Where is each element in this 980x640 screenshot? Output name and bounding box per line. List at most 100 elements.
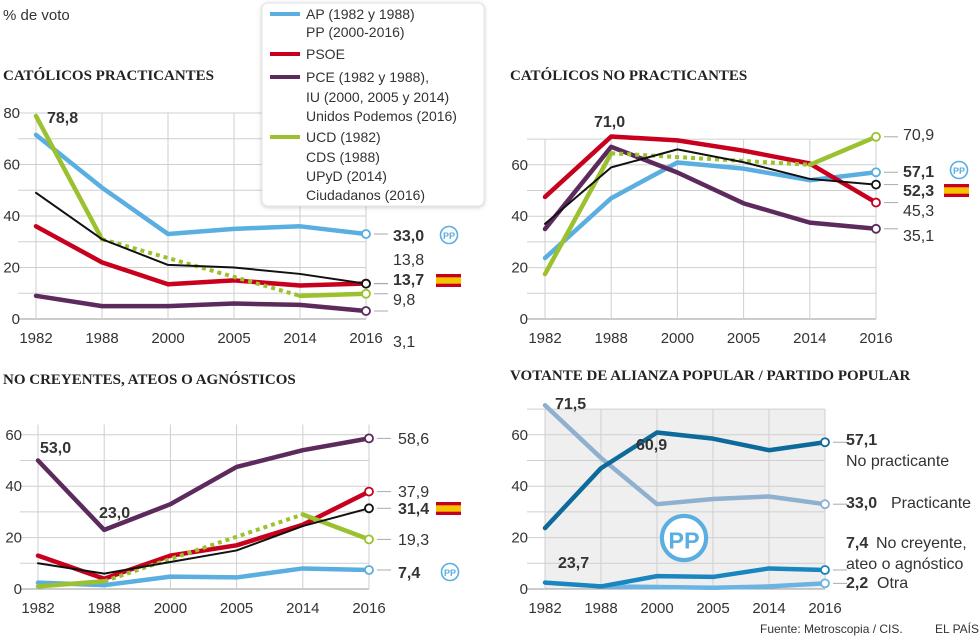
x-tick-label: 2005 bbox=[220, 600, 253, 617]
series-line bbox=[33, 132, 369, 237]
legend-label: UCD (1982) bbox=[306, 129, 381, 145]
legend-label: PCE (1982 y 1988), bbox=[306, 69, 429, 85]
x-tick-label: 2005 bbox=[696, 600, 729, 617]
chart-panel-1: 1982 1988 2000 2005 2014 2016 0 20 40 60 80 bbox=[3, 105, 388, 347]
data-point-marker bbox=[820, 578, 830, 589]
data-point-marker bbox=[364, 565, 374, 575]
x-tick-label: 2014 bbox=[793, 330, 826, 347]
pp-logo-text: PP bbox=[953, 166, 965, 176]
series-line bbox=[37, 507, 370, 575]
x-tick-label: 2000 bbox=[154, 600, 187, 617]
y-tick-label: 40 bbox=[3, 208, 20, 225]
series-line bbox=[33, 113, 105, 242]
data-point-marker bbox=[361, 306, 371, 316]
brand-logo: EL PAÍS bbox=[935, 621, 979, 636]
unit-label: % de voto bbox=[3, 7, 70, 24]
x-tick-label: 1988 bbox=[584, 600, 617, 617]
x-tick-label: 2014 bbox=[286, 600, 319, 617]
chart-panel-2: 1982 1988 2000 2005 2014 2016 0 20 40 60 bbox=[511, 131, 898, 347]
legend-label: UPyD (2014) bbox=[306, 168, 387, 184]
series-line bbox=[542, 402, 828, 507]
pp-logo-ring bbox=[440, 562, 460, 582]
legend-label: CDS (1988) bbox=[306, 149, 380, 165]
data-point-marker bbox=[364, 486, 374, 497]
y-tick-label: 60 bbox=[5, 427, 22, 444]
series-line bbox=[542, 430, 828, 531]
chart-title-no-creyentes: NO CREYENTES, ATEOS O AGNÓSTICOS bbox=[3, 371, 296, 388]
x-tick-label: 2016 bbox=[859, 330, 892, 347]
series-line bbox=[300, 512, 372, 542]
legend-label: AP (1982 y 1988) bbox=[306, 6, 415, 22]
end-label: 7,4 bbox=[398, 565, 420, 582]
x-tick-label: 1988 bbox=[595, 330, 628, 347]
annotation-label: 71,0 bbox=[594, 114, 625, 131]
y-tick-label: 0 bbox=[12, 311, 20, 328]
y-tick-label: 20 bbox=[511, 260, 528, 277]
y-tick-label: 80 bbox=[3, 105, 20, 122]
data-point-marker bbox=[361, 278, 371, 289]
legend: AP (1982 y 1988) PP (2000-2016) PSOE PCE… bbox=[261, 2, 485, 207]
data-point-marker bbox=[820, 499, 830, 510]
chart-title-catolicos-no-practicantes: CATÓLICOS NO PRACTICANTES bbox=[510, 67, 747, 84]
data-point-marker bbox=[364, 433, 374, 444]
series-line bbox=[35, 436, 372, 533]
pp-logo-icon: PP bbox=[440, 562, 460, 582]
end-label: 13,8 bbox=[393, 252, 424, 269]
x-tick-label: 2014 bbox=[283, 330, 316, 347]
flag-yellow bbox=[436, 505, 461, 512]
pp-logo-ring bbox=[439, 225, 459, 245]
end-label-name: No practicante bbox=[846, 453, 949, 470]
end-label-name: Practicante bbox=[891, 495, 971, 512]
flag-yellow bbox=[944, 187, 969, 194]
chart-title-catolicos-practicantes: CATÓLICOS PRACTICANTES bbox=[3, 67, 214, 84]
end-label-name: No creyente, bbox=[876, 535, 967, 552]
end-label: 58,6 bbox=[398, 431, 429, 448]
series-line bbox=[33, 293, 369, 314]
data-point-marker bbox=[364, 534, 374, 545]
chart-title-votante-pp: VOTANTE DE ALIANZA POPULAR / PARTIDO POP… bbox=[510, 368, 910, 384]
series-line bbox=[542, 144, 879, 232]
legend-label: Ciudadanos (2016) bbox=[306, 187, 425, 203]
end-label: 19,3 bbox=[398, 532, 429, 549]
y-tick-label: 40 bbox=[511, 208, 528, 225]
end-label: 45,3 bbox=[903, 203, 934, 220]
data-point-marker bbox=[871, 197, 881, 208]
spain-flag-icon bbox=[436, 502, 461, 515]
pp-logo-text: PP bbox=[444, 568, 456, 578]
annotation-label: 23,7 bbox=[558, 555, 589, 572]
pp-logo-icon: PP bbox=[949, 160, 969, 180]
y-tick-label: 60 bbox=[511, 427, 528, 444]
series-line bbox=[542, 150, 614, 277]
legend-label: PSOE bbox=[306, 46, 345, 62]
end-label: 37,9 bbox=[398, 484, 429, 501]
x-tick-label: 2016 bbox=[352, 600, 385, 617]
series-line bbox=[544, 148, 877, 225]
pp-logo-text: PP bbox=[668, 527, 699, 553]
series-line bbox=[542, 134, 879, 205]
x-tick-label: 2000 bbox=[640, 600, 673, 617]
data-point-marker bbox=[820, 437, 830, 448]
series-line bbox=[33, 224, 369, 288]
data-point-marker bbox=[871, 179, 881, 190]
data-point-marker bbox=[361, 288, 371, 299]
annotation-label: 53,0 bbox=[40, 440, 71, 457]
series-gap-dotted bbox=[101, 237, 301, 298]
x-tick-label: 2016 bbox=[808, 600, 841, 617]
y-tick-label: 40 bbox=[511, 478, 528, 495]
y-tick-label: 0 bbox=[520, 311, 528, 328]
panel-4-labels: 71,5 60,9 23,7 57,1 No practicante 33,0 … bbox=[555, 396, 971, 592]
end-label-name: Otra bbox=[877, 575, 908, 592]
data-point-marker bbox=[871, 131, 881, 142]
series-line bbox=[35, 579, 107, 589]
series-line bbox=[542, 566, 828, 589]
series-gap-dotted bbox=[103, 512, 304, 584]
series-line bbox=[598, 581, 828, 590]
panel-3-labels: 53,0 23,0 58,6 37,9 31,4 19,3 7,4 PP bbox=[40, 431, 461, 582]
annotation-label: 60,9 bbox=[636, 437, 667, 454]
y-tick-label: 20 bbox=[511, 530, 528, 547]
x-tick-label: 1982 bbox=[19, 330, 52, 347]
series-gap-dotted bbox=[611, 151, 810, 167]
data-point-marker bbox=[871, 223, 881, 234]
end-label-value: 57,1 bbox=[846, 432, 877, 449]
